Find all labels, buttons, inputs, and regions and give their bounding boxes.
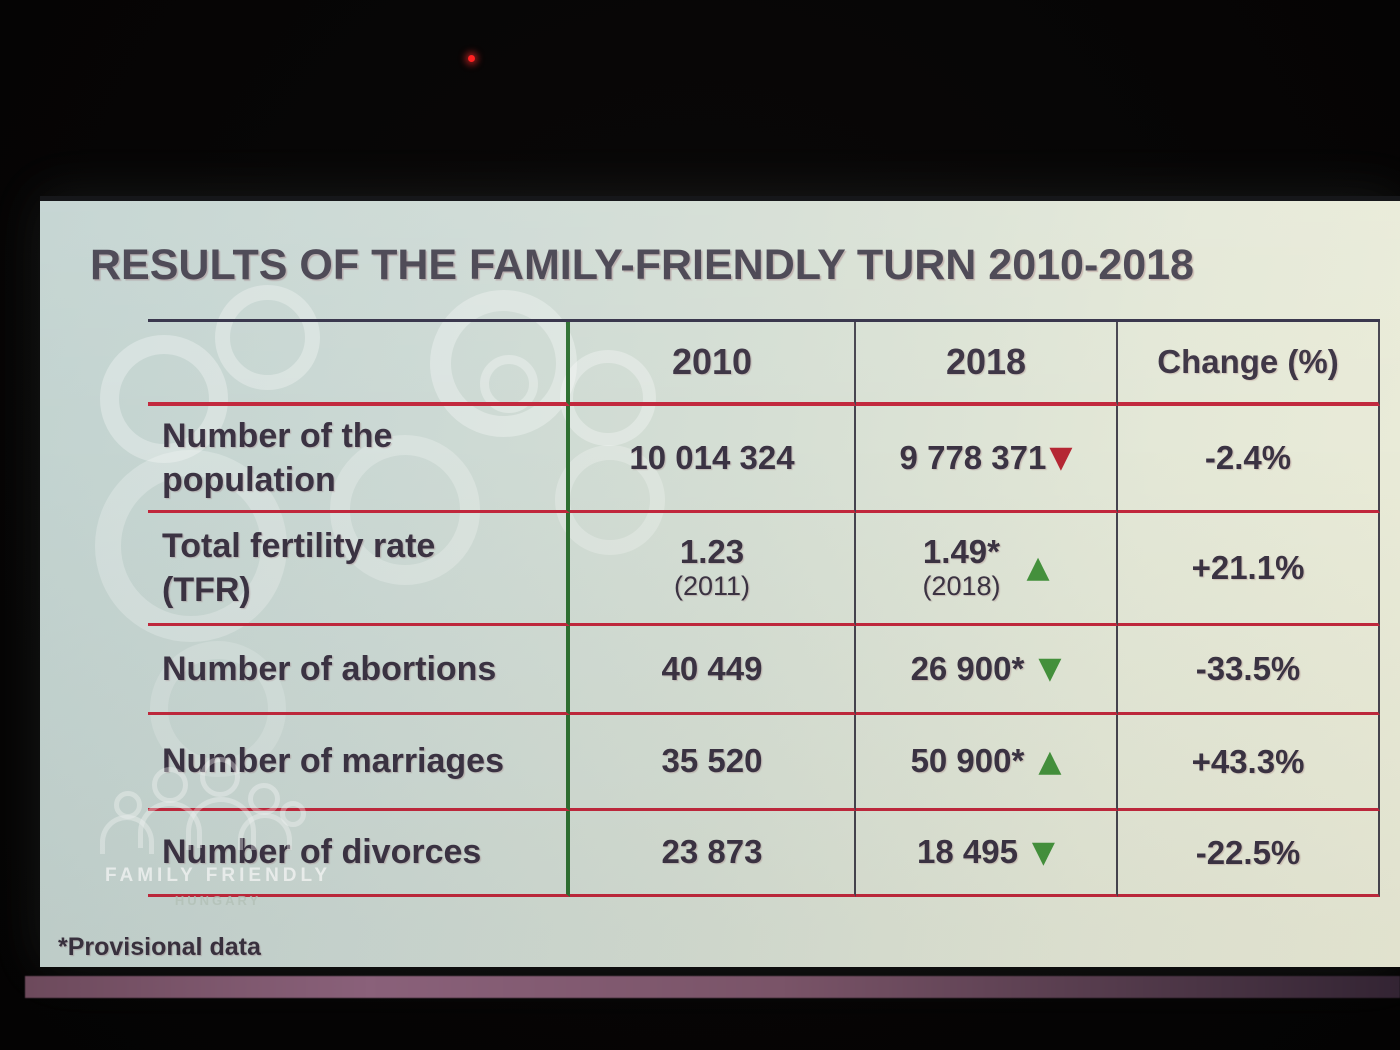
provisional-data-footnote: *Provisional data: [58, 933, 261, 961]
change-population: -2.4%: [1118, 406, 1380, 513]
value-2018-population: 9 778 371 ▼: [856, 406, 1118, 513]
row-label-abortions: Number of abortions: [148, 626, 570, 715]
trend-down-arrow-icon: ▼: [1049, 440, 1073, 475]
value-2010-population: 10 014 324: [570, 406, 856, 513]
value-2018-divorces: 18 495 ▼: [856, 811, 1118, 897]
laser-pointer-dot: [468, 55, 475, 62]
value-2018-marriages: 50 900* ▲: [856, 715, 1118, 811]
row-label-marriages: Number of marriages: [148, 715, 570, 811]
value-2018-abortions: 26 900* ▼: [856, 626, 1118, 715]
row-label-tfr: Total fertility rate (TFR): [148, 513, 570, 626]
change-tfr: +21.1%: [1118, 513, 1380, 626]
trend-down-arrow-icon: ▼: [1031, 834, 1055, 870]
value-2010-marriages: 35 520: [570, 715, 856, 811]
table-header-change: Change (%): [1118, 322, 1380, 406]
value-2018-tfr: 1.49* (2018) ▲: [856, 513, 1118, 626]
table-header-empty: [148, 322, 570, 406]
trend-up-arrow-icon: ▲: [1038, 743, 1062, 779]
value-year-note: (2011): [673, 571, 751, 602]
table-header-2010: 2010: [570, 322, 856, 406]
family-figures-icon: [100, 757, 306, 867]
logo-family-friendly: FAMILY FRIENDLY: [104, 865, 332, 886]
value-2010-abortions: 40 449: [570, 626, 856, 715]
row-label-population: Number of the population: [148, 406, 570, 513]
background-ring-decoration: [480, 355, 538, 413]
trend-down-arrow-icon: ▼: [1038, 651, 1062, 686]
change-divorces: -22.5%: [1118, 811, 1380, 897]
presentation-slide: RESULTS OF THE FAMILY-FRIENDLY TURN 2010…: [40, 196, 1400, 967]
change-marriages: +43.3%: [1118, 715, 1380, 811]
value-2010-tfr: 1.23 (2011): [570, 513, 856, 626]
projection-screen-bottom-strip: [25, 976, 1400, 998]
value-year-note: (2018): [922, 571, 1001, 602]
trend-up-arrow-icon: ▲: [1026, 550, 1050, 585]
logo-hungary: HUNGARY: [174, 893, 262, 908]
table-header-2018: 2018: [856, 322, 1118, 406]
change-abortions: -33.5%: [1118, 626, 1380, 715]
slide-title: RESULTS OF THE FAMILY-FRIENDLY TURN 2010…: [90, 241, 1194, 289]
results-table: 2010 2018 Change (%) Number of the popul…: [148, 319, 1380, 897]
value-2010-divorces: 23 873: [570, 811, 856, 897]
